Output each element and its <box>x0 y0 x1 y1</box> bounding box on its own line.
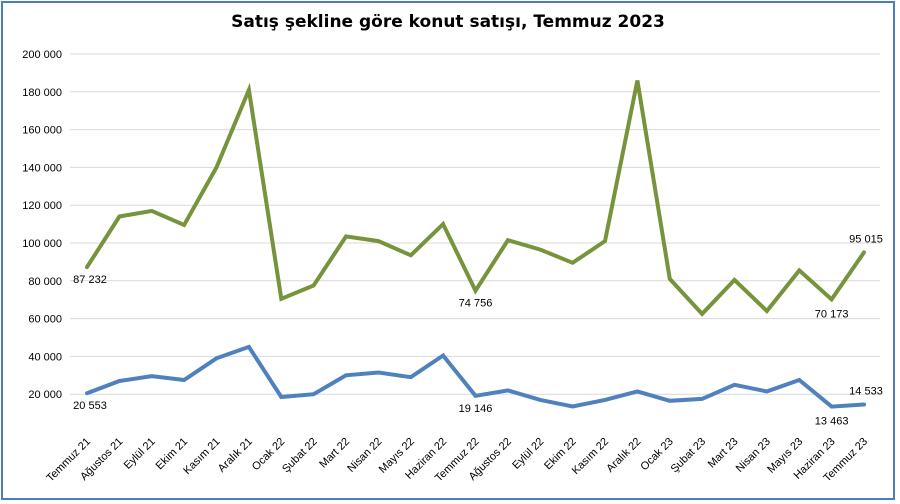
y-axis-ticks: 20 000 40 000 60 000 80 000 100 000 120 000 14… <box>22 49 62 401</box>
y-tick-label: 60 000 <box>28 314 62 326</box>
data-label: 13 463 <box>815 416 849 428</box>
data-labels: 87 232 74 756 70 173 95 015 20 553 19 146 13 4… <box>73 233 883 427</box>
y-tick-label: 40 000 <box>28 351 62 363</box>
y-tick-label: 200 000 <box>22 49 62 61</box>
y-tick-label: 160 000 <box>22 125 62 137</box>
series-line-1 <box>85 80 866 317</box>
chart-title: Satış şekline göre konut satışı, Temmuz … <box>231 12 665 32</box>
x-tick-label: Aralık 21 <box>216 436 255 475</box>
y-tick-label: 180 000 <box>22 87 62 99</box>
x-tick-label: Eylül 21 <box>122 436 158 472</box>
x-tick-label: Eylül 22 <box>510 436 546 472</box>
data-label: 74 756 <box>459 298 493 310</box>
data-label: 87 232 <box>73 274 107 286</box>
data-label: 19 146 <box>459 403 493 415</box>
series-line-2 <box>85 344 866 409</box>
y-tick-label: 80 000 <box>28 276 62 288</box>
series-lines <box>85 80 866 409</box>
data-label: 95 015 <box>849 233 883 245</box>
gridlines <box>70 53 880 395</box>
data-label: 20 553 <box>73 400 107 412</box>
x-tick-label: Şubat 22 <box>280 436 320 476</box>
x-tick-label: Şubat 23 <box>669 436 709 476</box>
y-tick-label: 120 000 <box>22 200 62 212</box>
y-tick-label: 100 000 <box>22 238 62 250</box>
data-label: 70 173 <box>815 308 849 320</box>
data-label: 14 533 <box>849 386 883 398</box>
x-tick-label: Aralık 22 <box>604 436 643 475</box>
y-tick-label: 20 000 <box>28 389 62 401</box>
y-tick-label: 140 000 <box>22 162 62 174</box>
